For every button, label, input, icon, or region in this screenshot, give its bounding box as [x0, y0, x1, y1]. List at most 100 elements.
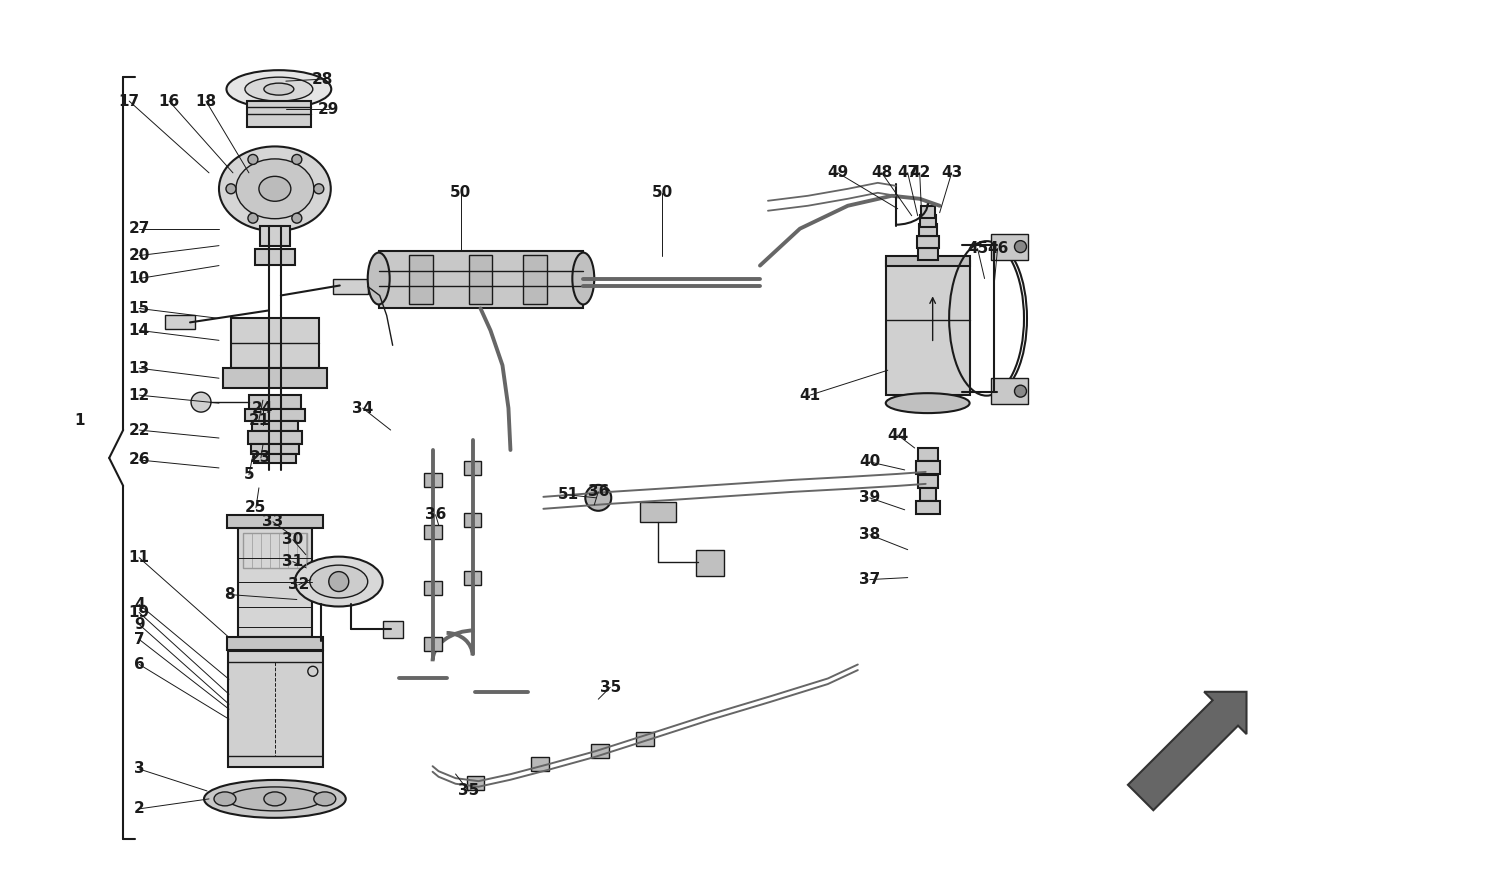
Bar — [260, 225, 290, 246]
Circle shape — [292, 213, 302, 223]
Text: 27: 27 — [129, 221, 150, 236]
Text: 9: 9 — [134, 617, 144, 632]
Bar — [920, 488, 936, 501]
Text: 21: 21 — [249, 413, 270, 428]
Text: 46: 46 — [987, 241, 1008, 256]
Bar — [591, 744, 609, 758]
Text: 3: 3 — [134, 762, 144, 776]
Text: 10: 10 — [129, 271, 150, 286]
Bar — [254, 454, 296, 463]
Circle shape — [1014, 241, 1026, 253]
Text: 11: 11 — [129, 550, 150, 565]
Bar — [464, 461, 482, 475]
Ellipse shape — [310, 565, 368, 598]
Text: 38: 38 — [859, 527, 880, 543]
Bar — [531, 757, 549, 771]
Bar — [990, 233, 1029, 259]
Text: 15: 15 — [129, 301, 150, 316]
Circle shape — [248, 213, 258, 223]
Text: 40: 40 — [859, 454, 880, 470]
Circle shape — [314, 184, 324, 193]
Bar — [243, 533, 308, 568]
Ellipse shape — [214, 792, 236, 805]
Circle shape — [226, 184, 236, 193]
Text: 6: 6 — [134, 657, 144, 672]
Bar — [378, 250, 584, 308]
Circle shape — [585, 485, 612, 511]
Bar — [696, 550, 724, 576]
Bar — [918, 224, 936, 235]
Bar — [915, 501, 939, 514]
Text: 42: 42 — [909, 166, 930, 180]
Ellipse shape — [228, 787, 322, 811]
Text: 2: 2 — [134, 801, 144, 816]
Text: 35: 35 — [458, 783, 478, 798]
Text: 20: 20 — [129, 248, 150, 263]
Bar — [226, 637, 322, 650]
Text: 29: 29 — [318, 102, 339, 117]
Bar — [636, 732, 654, 746]
Ellipse shape — [885, 393, 969, 413]
Ellipse shape — [368, 253, 390, 305]
Ellipse shape — [296, 557, 382, 607]
Ellipse shape — [264, 83, 294, 95]
Text: 17: 17 — [118, 94, 140, 109]
Bar — [255, 249, 296, 265]
Bar — [915, 461, 939, 474]
Text: 1: 1 — [74, 413, 84, 428]
Bar — [466, 776, 484, 790]
Circle shape — [1014, 385, 1026, 397]
Bar — [464, 513, 482, 527]
Bar — [408, 255, 432, 305]
Text: 5: 5 — [243, 468, 254, 482]
Text: 33: 33 — [262, 514, 284, 529]
Bar — [918, 248, 938, 259]
Bar — [921, 206, 934, 217]
Text: 50: 50 — [651, 185, 674, 200]
Ellipse shape — [219, 146, 332, 231]
Bar — [333, 279, 368, 294]
Text: 13: 13 — [129, 361, 150, 376]
Text: 4: 4 — [134, 597, 144, 612]
Text: 45: 45 — [968, 241, 988, 256]
Circle shape — [292, 154, 302, 165]
Bar — [524, 255, 548, 305]
Text: 39: 39 — [859, 490, 880, 505]
Text: 41: 41 — [800, 388, 820, 403]
Text: 18: 18 — [195, 94, 216, 109]
Text: 35: 35 — [600, 680, 621, 695]
Polygon shape — [1128, 691, 1246, 810]
Bar — [918, 475, 938, 488]
Bar — [228, 651, 322, 767]
Text: 31: 31 — [282, 554, 303, 569]
Bar — [468, 255, 492, 305]
Text: 14: 14 — [129, 323, 150, 338]
Circle shape — [248, 154, 258, 165]
Bar — [916, 235, 939, 248]
Text: 48: 48 — [871, 166, 892, 180]
Text: 36: 36 — [588, 485, 609, 499]
Circle shape — [328, 572, 348, 592]
Ellipse shape — [204, 780, 345, 818]
Text: 22: 22 — [129, 422, 150, 437]
Bar — [885, 256, 969, 266]
Text: 32: 32 — [288, 577, 309, 592]
Text: 49: 49 — [827, 166, 849, 180]
Text: 44: 44 — [886, 428, 909, 443]
Text: 51: 51 — [558, 487, 579, 503]
Bar — [423, 525, 441, 539]
Text: 47: 47 — [897, 166, 918, 180]
Bar — [244, 409, 304, 421]
Bar — [238, 527, 312, 637]
Bar — [885, 260, 969, 395]
Bar — [423, 581, 441, 594]
Bar — [251, 444, 298, 454]
Bar — [918, 448, 938, 461]
Text: 43: 43 — [940, 166, 963, 180]
Ellipse shape — [573, 253, 594, 305]
Ellipse shape — [236, 159, 314, 218]
Text: 19: 19 — [129, 605, 150, 620]
Text: 30: 30 — [282, 532, 303, 547]
Text: 37: 37 — [859, 572, 880, 587]
Text: 7: 7 — [134, 632, 144, 647]
